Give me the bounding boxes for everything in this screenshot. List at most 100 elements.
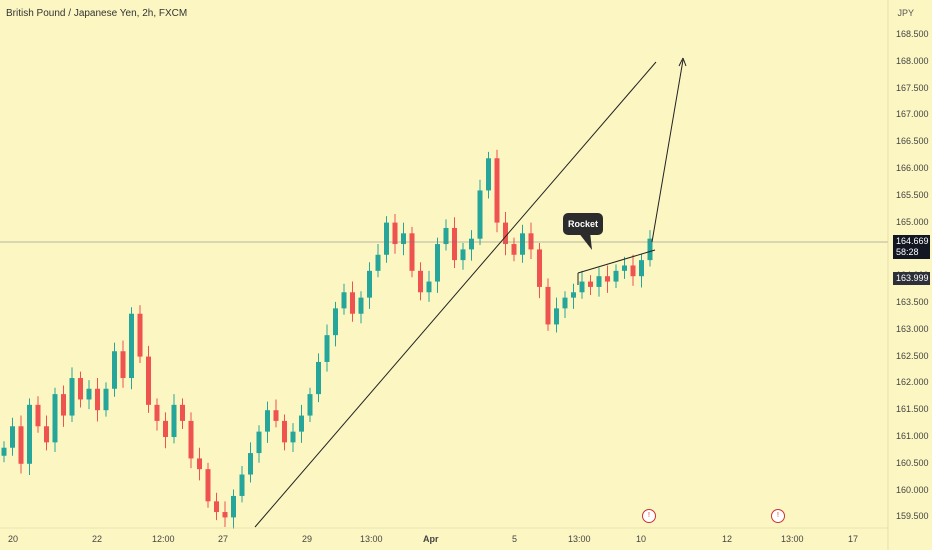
price-axis-label: 166.500 — [896, 136, 929, 147]
bar-countdown: 58:28 — [896, 247, 919, 257]
current-price-tag: 164.669 58:28 — [893, 235, 930, 259]
candle-body — [622, 265, 627, 271]
candle-body — [231, 495, 236, 518]
candle-body — [409, 233, 415, 271]
candle-body — [511, 244, 517, 255]
time-axis-label: 12:00 — [152, 534, 175, 544]
candle-body — [494, 158, 500, 223]
candle-body — [647, 238, 653, 261]
time-axis-label: 10 — [636, 534, 647, 544]
candle-body — [86, 388, 92, 400]
candle-body — [129, 313, 134, 379]
candlestick-series — [1, 149, 653, 529]
candle-body — [375, 254, 381, 271]
price-axis-label: 168.500 — [896, 29, 929, 39]
candle-body — [18, 426, 24, 464]
candle-body — [452, 227, 457, 261]
candle-body — [605, 276, 610, 282]
economic-event-icon[interactable]: ! — [771, 509, 785, 523]
price-axis-label: 165.500 — [896, 189, 929, 200]
candle-body — [350, 292, 355, 314]
candle-body — [35, 404, 41, 427]
candle-body — [273, 410, 279, 421]
candle-body — [528, 233, 534, 250]
candle-body — [146, 356, 151, 405]
price-axis-label: 167.500 — [896, 82, 929, 93]
candle-body — [545, 286, 551, 325]
candle-body — [639, 260, 644, 277]
candle-body — [78, 378, 83, 400]
price-axis-label: 161.500 — [896, 404, 929, 415]
candle-body — [120, 351, 126, 379]
candle-body — [426, 281, 432, 293]
candle-body — [171, 404, 177, 437]
candle-body — [163, 420, 168, 437]
projection-arrow-line — [651, 59, 684, 243]
candle-body — [630, 265, 636, 277]
candle-body — [401, 233, 406, 245]
candle-body — [112, 351, 117, 389]
callout-pointer — [578, 232, 592, 250]
projection-arrowhead — [678, 57, 687, 67]
time-axis-label: 12 — [722, 534, 733, 544]
candle-body — [205, 469, 211, 502]
price-axis-label: 162.500 — [896, 350, 929, 361]
candle-body — [69, 378, 75, 416]
price-axis-label: 159.500 — [896, 511, 929, 522]
candle-body — [248, 453, 253, 475]
rocket-callout[interactable]: Rocket — [563, 213, 603, 235]
price-axis-label: 162.000 — [896, 377, 929, 388]
candle-body — [537, 249, 542, 287]
candle-body — [443, 227, 449, 245]
trendline — [254, 61, 657, 528]
candle-body — [486, 158, 491, 191]
price-axis-label: 160.500 — [896, 457, 929, 468]
price-axis-label: 163.500 — [896, 297, 929, 307]
candle-body — [460, 249, 466, 261]
time-axis-label: 20 — [8, 534, 19, 544]
secondary-price-value: 163.999 — [896, 273, 929, 283]
candle-body — [469, 238, 474, 250]
candle-body — [324, 335, 330, 362]
candle-body — [27, 404, 32, 464]
candle-body — [435, 244, 440, 282]
price-axis-label: 168.000 — [896, 55, 929, 66]
candle-body — [477, 190, 483, 239]
candle-body — [554, 308, 559, 325]
candle-body — [571, 292, 576, 298]
candle-body — [239, 474, 245, 496]
candle-body — [367, 270, 372, 298]
candle-body — [95, 388, 100, 411]
candle-body — [154, 404, 160, 421]
candle-body — [562, 297, 568, 309]
time-axis-label: 22 — [92, 534, 103, 544]
candle-body — [10, 426, 15, 448]
time-axis-label: 17 — [848, 534, 859, 544]
candle-body — [520, 233, 525, 255]
candle-body — [613, 270, 619, 282]
candle-body — [341, 292, 347, 309]
secondary-price-tag: 163.999 — [893, 272, 930, 285]
candle-body — [316, 361, 321, 395]
chart-title[interactable]: British Pound / Japanese Yen, 2h, FXCM — [6, 8, 188, 19]
time-axis-label: 29 — [302, 534, 313, 544]
price-axis-label: 165.000 — [896, 216, 929, 227]
candle-body — [333, 308, 338, 336]
candle-body — [384, 222, 389, 255]
candle-body — [299, 415, 304, 432]
candle-body — [137, 313, 143, 357]
candle-body — [197, 458, 202, 470]
economic-event-icon[interactable]: ! — [642, 509, 656, 523]
candle-body — [503, 222, 508, 245]
candle-body — [103, 388, 109, 411]
candle-body — [392, 222, 398, 245]
candle-body — [579, 281, 585, 293]
candle-body — [1, 447, 7, 456]
current-price-value: 164.669 — [896, 236, 929, 246]
candle-body — [418, 270, 423, 293]
candle-body — [256, 431, 262, 454]
candle-body — [61, 394, 66, 416]
candle-body — [44, 426, 49, 443]
price-axis-label: 167.000 — [896, 109, 929, 120]
